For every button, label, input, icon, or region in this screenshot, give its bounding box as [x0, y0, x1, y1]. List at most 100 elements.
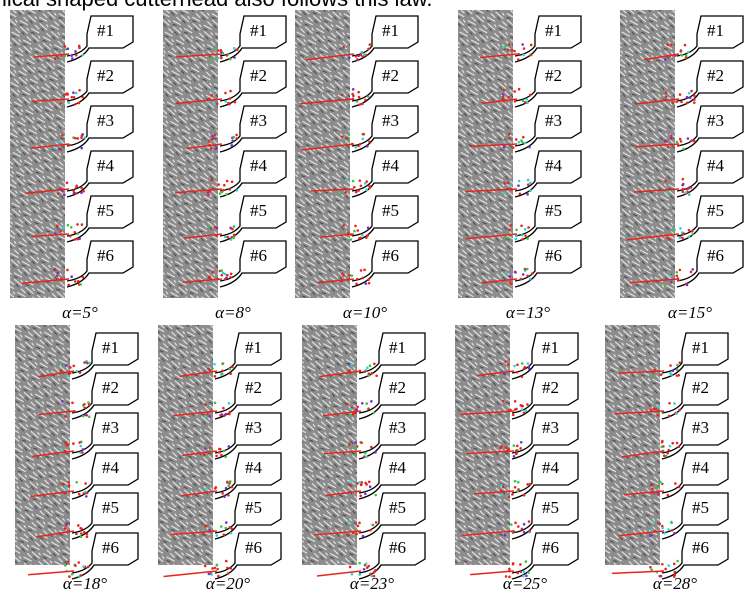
- debris-particle: [667, 449, 670, 452]
- debris-particle: [519, 404, 522, 407]
- debris-particle: [361, 234, 364, 237]
- debris-particle: [224, 100, 227, 103]
- debris-particle: [233, 225, 236, 228]
- debris-particle: [224, 278, 227, 281]
- debris-particle: [650, 484, 653, 487]
- debris-particle: [59, 230, 62, 233]
- debris-particle: [682, 188, 685, 191]
- debris-particle: [504, 44, 507, 47]
- debris-particle: [84, 482, 87, 485]
- debris-particle: [202, 533, 205, 536]
- debris-particle: [68, 485, 71, 488]
- debris-particle: [663, 532, 666, 535]
- debris-particle: [214, 375, 217, 378]
- debris-particle: [669, 275, 672, 278]
- cutter-label: #5: [102, 498, 119, 517]
- debris-particle: [75, 533, 78, 536]
- debris-particle: [369, 485, 372, 488]
- debris-particle: [224, 273, 227, 276]
- debris-particle: [57, 192, 60, 195]
- debris-particle: [214, 134, 217, 137]
- panel: #1#2#3#4#5#6α=28°: [605, 325, 728, 593]
- cutter-label: #6: [389, 538, 406, 557]
- debris-particle: [65, 364, 68, 367]
- debris-particle: [345, 137, 348, 140]
- debris-particle: [373, 362, 376, 365]
- debris-particle: [72, 91, 75, 94]
- debris-particle: [346, 403, 349, 406]
- debris-particle: [674, 482, 677, 485]
- debris-particle: [367, 407, 370, 410]
- debris-particle: [503, 89, 506, 92]
- debris-particle: [233, 47, 236, 50]
- debris-particle: [525, 560, 528, 563]
- debris-particle: [348, 369, 351, 372]
- debris-particle: [524, 228, 527, 231]
- debris-particle: [669, 445, 672, 448]
- debris-particle: [213, 47, 216, 50]
- debris-particle: [529, 189, 532, 192]
- debris-particle: [357, 91, 360, 94]
- panel: #1#2#3#4#5#6α=18°: [15, 325, 138, 593]
- debris-particle: [358, 522, 361, 525]
- debris-particle: [341, 94, 344, 97]
- debris-particle: [360, 184, 363, 187]
- debris-particle: [83, 531, 86, 534]
- debris-particle: [668, 402, 671, 405]
- debris-particle: [342, 224, 345, 227]
- debris-particle: [369, 186, 372, 189]
- debris-particle: [224, 236, 227, 239]
- debris-particle: [236, 48, 239, 51]
- debris-particle: [374, 494, 377, 497]
- debris-particle: [658, 522, 661, 525]
- debris-particle: [220, 525, 223, 528]
- debris-particle: [357, 145, 360, 148]
- debris-particle: [223, 450, 226, 453]
- debris-particle: [526, 483, 529, 486]
- debris-particle: [368, 481, 371, 484]
- rock-mass: [158, 325, 213, 565]
- debris-particle: [229, 411, 232, 414]
- debris-particle: [72, 189, 75, 192]
- debris-particle: [666, 191, 669, 194]
- debris-particle: [228, 188, 231, 191]
- debris-particle: [354, 454, 357, 457]
- debris-particle: [67, 47, 70, 50]
- debris-particle: [670, 521, 673, 524]
- debris-particle: [690, 271, 693, 274]
- debris-particle: [358, 481, 361, 484]
- debris-particle: [520, 278, 523, 281]
- debris-particle: [347, 521, 350, 524]
- debris-particle: [224, 413, 227, 416]
- debris-particle: [521, 362, 524, 365]
- debris-particle: [511, 493, 514, 496]
- debris-particle: [528, 520, 531, 523]
- debris-particle: [229, 58, 232, 61]
- debris-particle: [235, 137, 238, 140]
- debris-particle: [223, 533, 226, 536]
- debris-particle: [68, 372, 71, 375]
- debris-particle: [368, 282, 371, 285]
- debris-particle: [661, 440, 664, 443]
- debris-particle: [224, 456, 227, 459]
- debris-particle: [210, 147, 213, 150]
- debris-particle: [78, 493, 81, 496]
- debris-particle: [220, 269, 223, 272]
- debris-particle: [229, 97, 232, 100]
- debris-particle: [353, 230, 356, 233]
- debris-particle: [508, 568, 511, 571]
- debris-particle: [508, 496, 511, 499]
- cutter-label: #2: [692, 378, 709, 397]
- cutter-label: #3: [707, 111, 724, 130]
- debris-particle: [226, 481, 229, 484]
- debris-particle: [69, 235, 72, 238]
- cutter-label: #6: [250, 246, 267, 265]
- debris-particle: [512, 563, 515, 566]
- debris-particle: [342, 46, 345, 49]
- cutter-label: #2: [389, 378, 406, 397]
- debris-particle: [687, 51, 690, 54]
- cutter-label: #1: [97, 21, 114, 40]
- debris-particle: [526, 193, 529, 196]
- debris-particle: [523, 494, 526, 497]
- debris-particle: [211, 567, 214, 570]
